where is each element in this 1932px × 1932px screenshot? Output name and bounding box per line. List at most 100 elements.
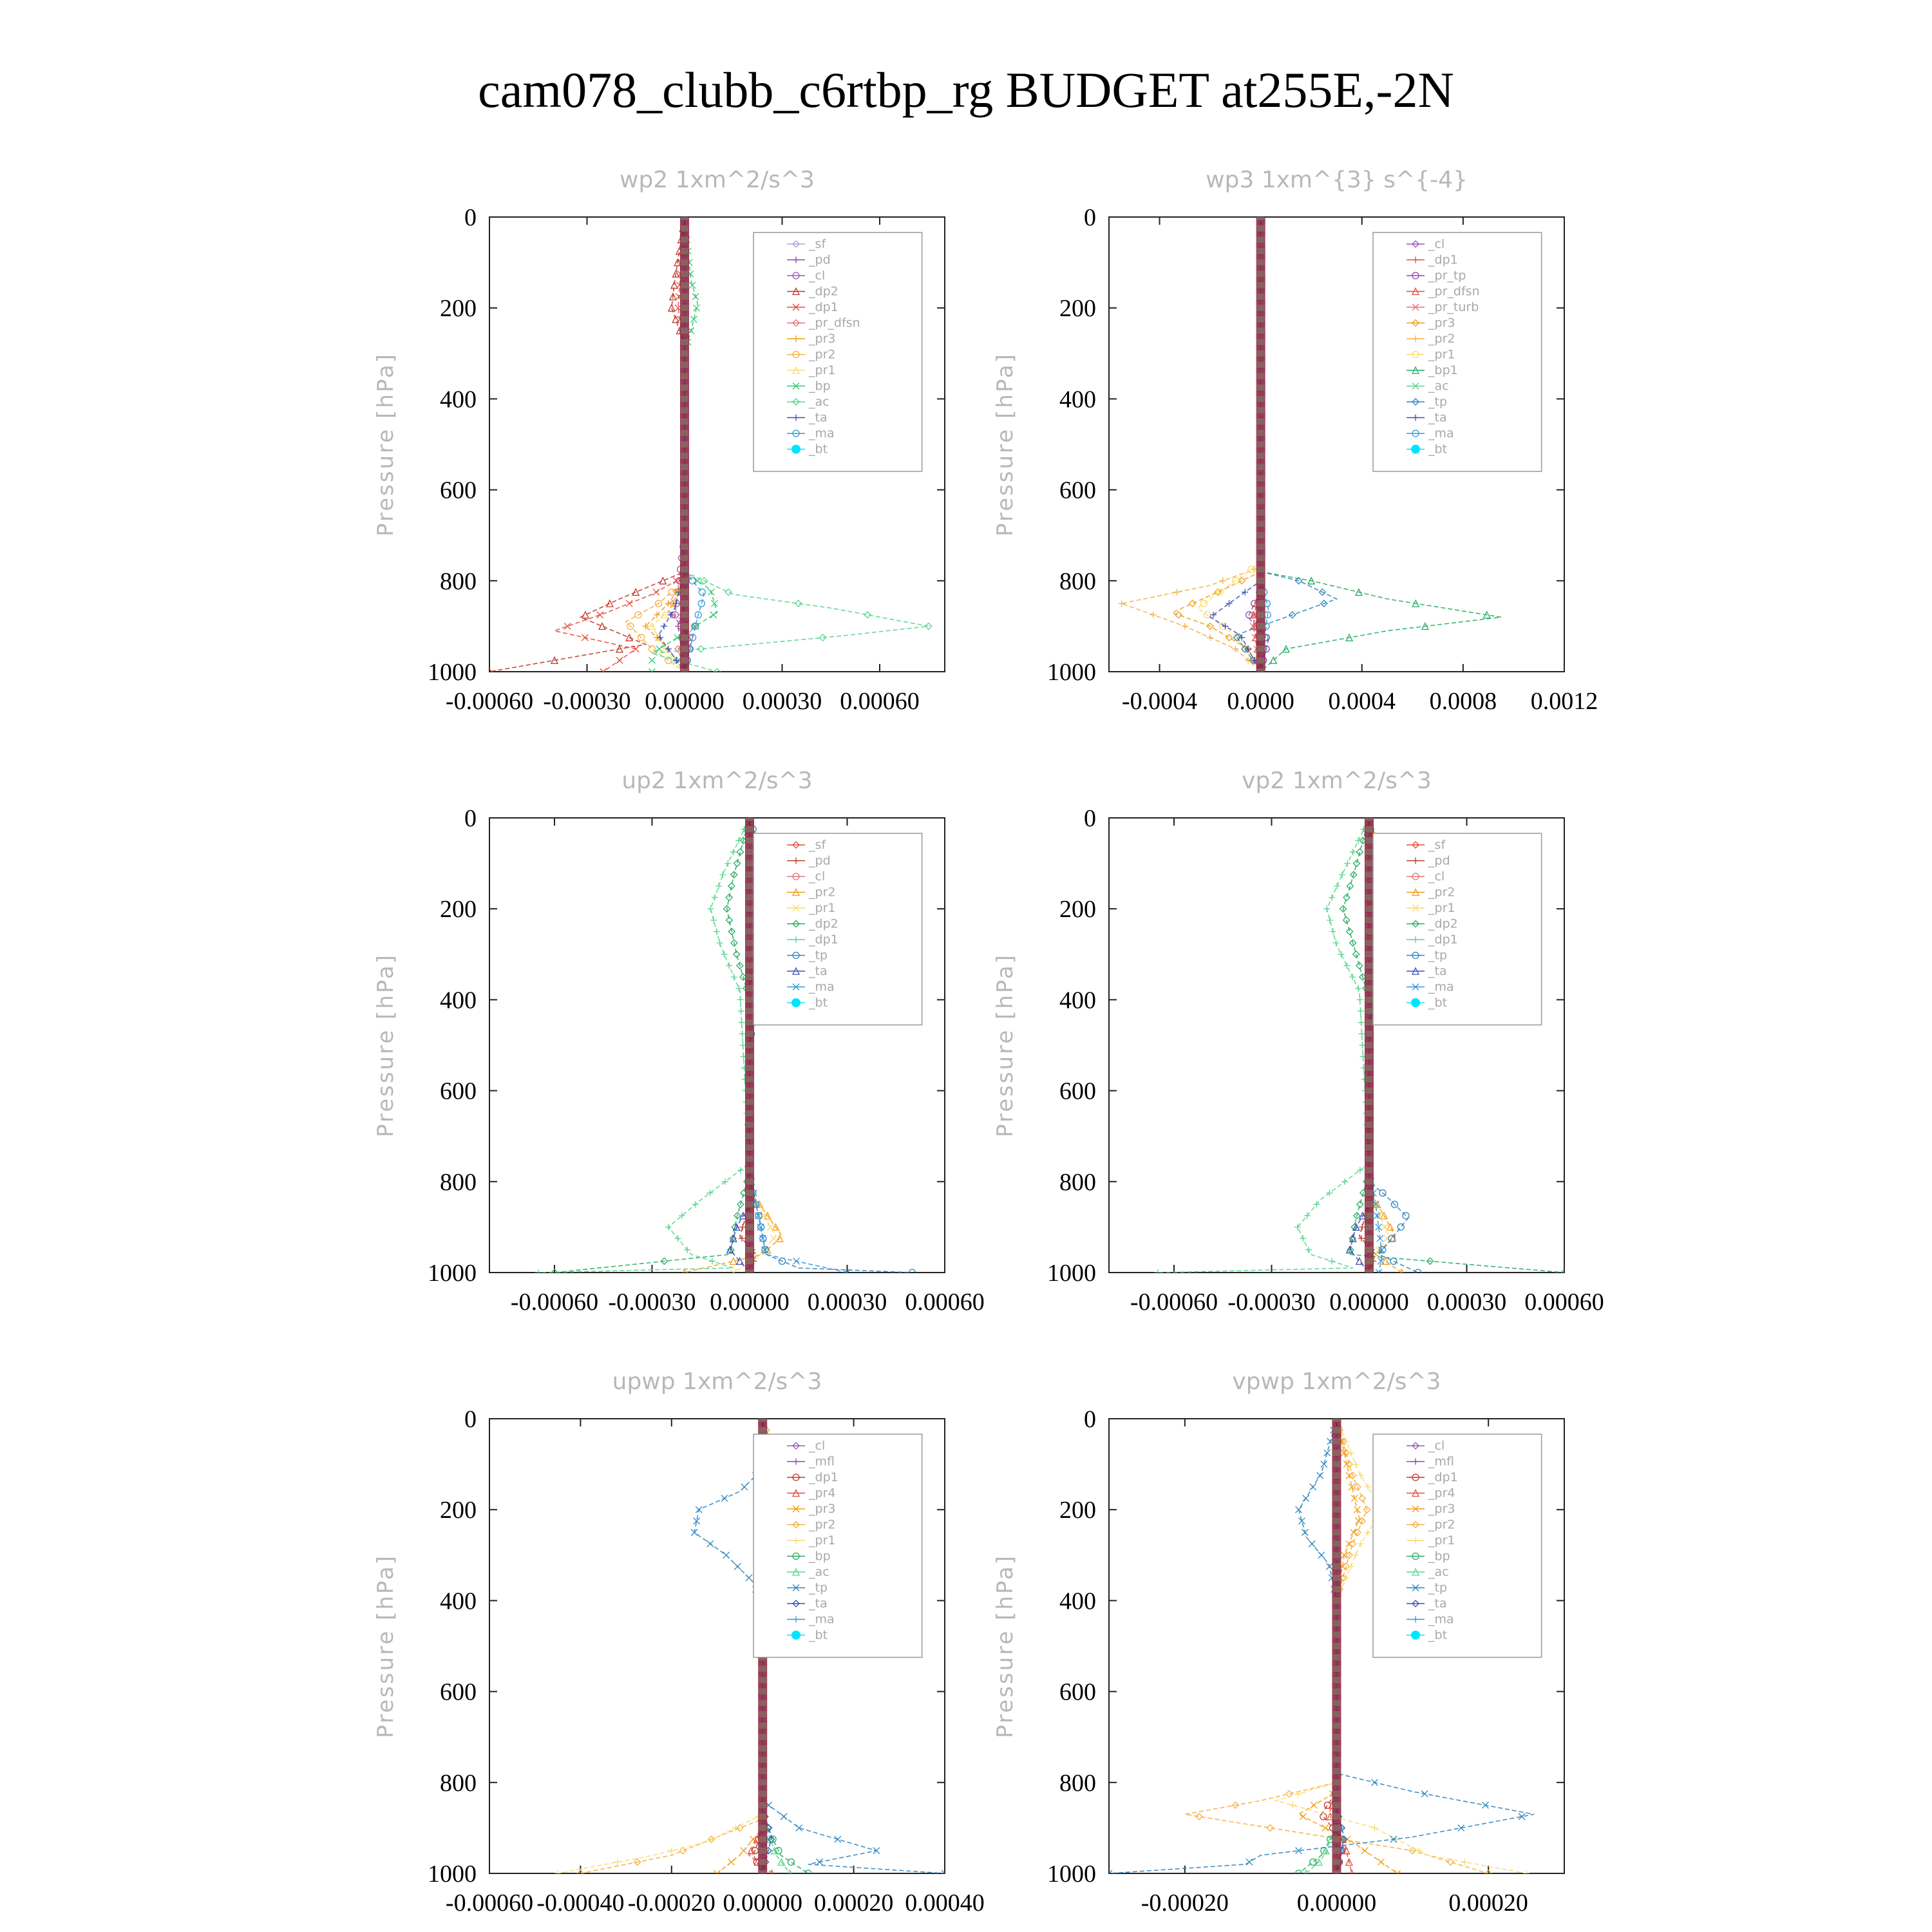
series-marker-ta	[726, 1245, 734, 1254]
series-marker-bp1	[1421, 621, 1430, 630]
series-marker-tp	[1295, 1847, 1303, 1855]
zero-profile-marker	[1332, 1665, 1341, 1672]
zero-profile-marker	[681, 498, 688, 505]
legend-label: _dp2	[1428, 917, 1458, 931]
series-marker-ac	[924, 622, 933, 630]
series-marker-ta	[735, 1256, 744, 1265]
legend-marker	[1412, 1616, 1419, 1623]
zero-profile-marker	[1256, 281, 1265, 289]
legend-label: _pr1	[808, 901, 835, 915]
zero-profile-marker	[1256, 589, 1265, 596]
y-tick-label: 0	[1084, 805, 1096, 832]
zero-profile-marker	[1332, 1790, 1341, 1797]
series-marker-pr1	[1523, 1870, 1530, 1873]
series-marker-pr2	[729, 1256, 737, 1265]
zero-profile-marker	[1365, 1008, 1373, 1015]
series-marker-ma	[688, 634, 697, 641]
legend-marker	[792, 383, 800, 390]
zero-profile-marker	[759, 1847, 767, 1854]
series-marker-pr2	[1363, 1506, 1371, 1514]
x-tick-label: -0.00020	[1141, 1889, 1229, 1917]
legend-label: _sf	[1428, 838, 1446, 852]
series-marker-tp	[695, 1506, 703, 1513]
y-tick-label: 400	[1059, 1587, 1096, 1615]
series-marker-tp	[1421, 1790, 1428, 1797]
series-marker-dp1	[1338, 951, 1345, 958]
series-line-bp	[652, 217, 718, 654]
x-tick-label: -0.00030	[543, 688, 630, 715]
series-marker-ma	[688, 577, 696, 585]
zero-profile-marker	[1332, 1859, 1341, 1866]
series-marker-tp	[1318, 588, 1327, 596]
legend-marker	[1412, 256, 1419, 263]
zero-profile-marker	[746, 1121, 753, 1128]
y-tick-label: 800	[440, 1169, 477, 1196]
zero-profile-marker	[746, 1178, 753, 1185]
series-marker-ta	[1242, 589, 1249, 596]
legend-marker	[1411, 998, 1421, 1007]
zero-profile-marker	[759, 1813, 767, 1820]
series-marker-tp	[1309, 1483, 1317, 1491]
series-marker-tp	[834, 1835, 842, 1843]
zero-profile-marker	[1332, 1517, 1341, 1524]
legend-label: _bp	[808, 1549, 831, 1564]
x-tick-label: 0.00030	[808, 1289, 887, 1316]
zero-profile-marker	[1256, 566, 1265, 573]
series-marker-ac	[700, 576, 708, 585]
zero-profile-marker	[1256, 509, 1265, 516]
series-marker-pr2	[1358, 1494, 1367, 1502]
series-marker-dp2	[735, 961, 744, 970]
series-marker-pr4	[1345, 1857, 1353, 1866]
series-marker-pr2	[763, 1211, 772, 1220]
zero-profile-marker	[746, 1246, 753, 1253]
zero-profile-marker	[1332, 1745, 1341, 1752]
series-marker-dp1	[1349, 848, 1356, 855]
legend-label: _pd	[808, 253, 831, 267]
legend-marker	[791, 1631, 801, 1640]
legend-marker	[1412, 383, 1419, 390]
x-tick-label: -0.0004	[1122, 688, 1197, 715]
series-marker-dp2	[733, 859, 741, 867]
series-marker-tp	[1298, 1517, 1305, 1525]
series-marker-dp2	[551, 1269, 558, 1273]
series-marker-ta	[1349, 1234, 1357, 1242]
series-marker-ma	[1378, 1246, 1385, 1254]
zero-profile-marker	[681, 407, 688, 414]
series-marker-tp	[706, 1540, 714, 1548]
zero-profile-marker	[759, 1756, 767, 1763]
y-tick-label: 600	[1059, 1078, 1096, 1105]
zero-profile-marker	[1256, 441, 1265, 448]
panel-wp2: wp2 1xm^2/s^3 Pressure [hPa] 0 200 400 600 800…	[373, 167, 945, 715]
legend-label: _cl	[808, 1439, 825, 1453]
series-marker-pr2	[576, 1870, 585, 1873]
series-marker-dp1	[1327, 916, 1334, 923]
zero-profile-marker	[1332, 1540, 1341, 1548]
zero-profile-marker	[1256, 293, 1265, 300]
zero-profile-marker	[759, 1710, 767, 1718]
series-marker-pr3	[740, 1847, 748, 1855]
series-marker-dp2	[1349, 939, 1357, 947]
zero-profile-marker	[1332, 1836, 1341, 1843]
zero-profile-marker	[746, 962, 753, 969]
zero-profile-marker	[1256, 305, 1265, 312]
zero-profile-marker	[1332, 1688, 1341, 1695]
series-marker-pr2	[763, 1245, 772, 1254]
legend-label: _pr_turb	[1428, 300, 1479, 314]
series-marker-dp1	[716, 940, 723, 947]
series-marker-dp1	[692, 1201, 699, 1208]
series-marker-dp2	[625, 633, 634, 641]
zero-profile-marker	[1365, 1178, 1373, 1185]
series-marker-dp1	[739, 1042, 746, 1048]
zero-profile-marker	[1332, 1586, 1341, 1593]
series-marker-pr2	[1446, 1858, 1455, 1866]
series-marker-dp1	[1356, 1167, 1363, 1174]
series-marker-pr_turb	[1249, 622, 1257, 630]
series-marker-dp1	[710, 916, 717, 923]
zero-profile-marker	[1256, 611, 1265, 618]
zero-profile-marker	[1256, 600, 1265, 607]
series-marker-bp	[649, 656, 656, 664]
legend-label: _ma	[808, 980, 835, 994]
series-marker-tp	[1320, 1461, 1328, 1468]
series-marker-dp2	[733, 1211, 741, 1220]
zero-profile-marker	[1365, 882, 1373, 889]
